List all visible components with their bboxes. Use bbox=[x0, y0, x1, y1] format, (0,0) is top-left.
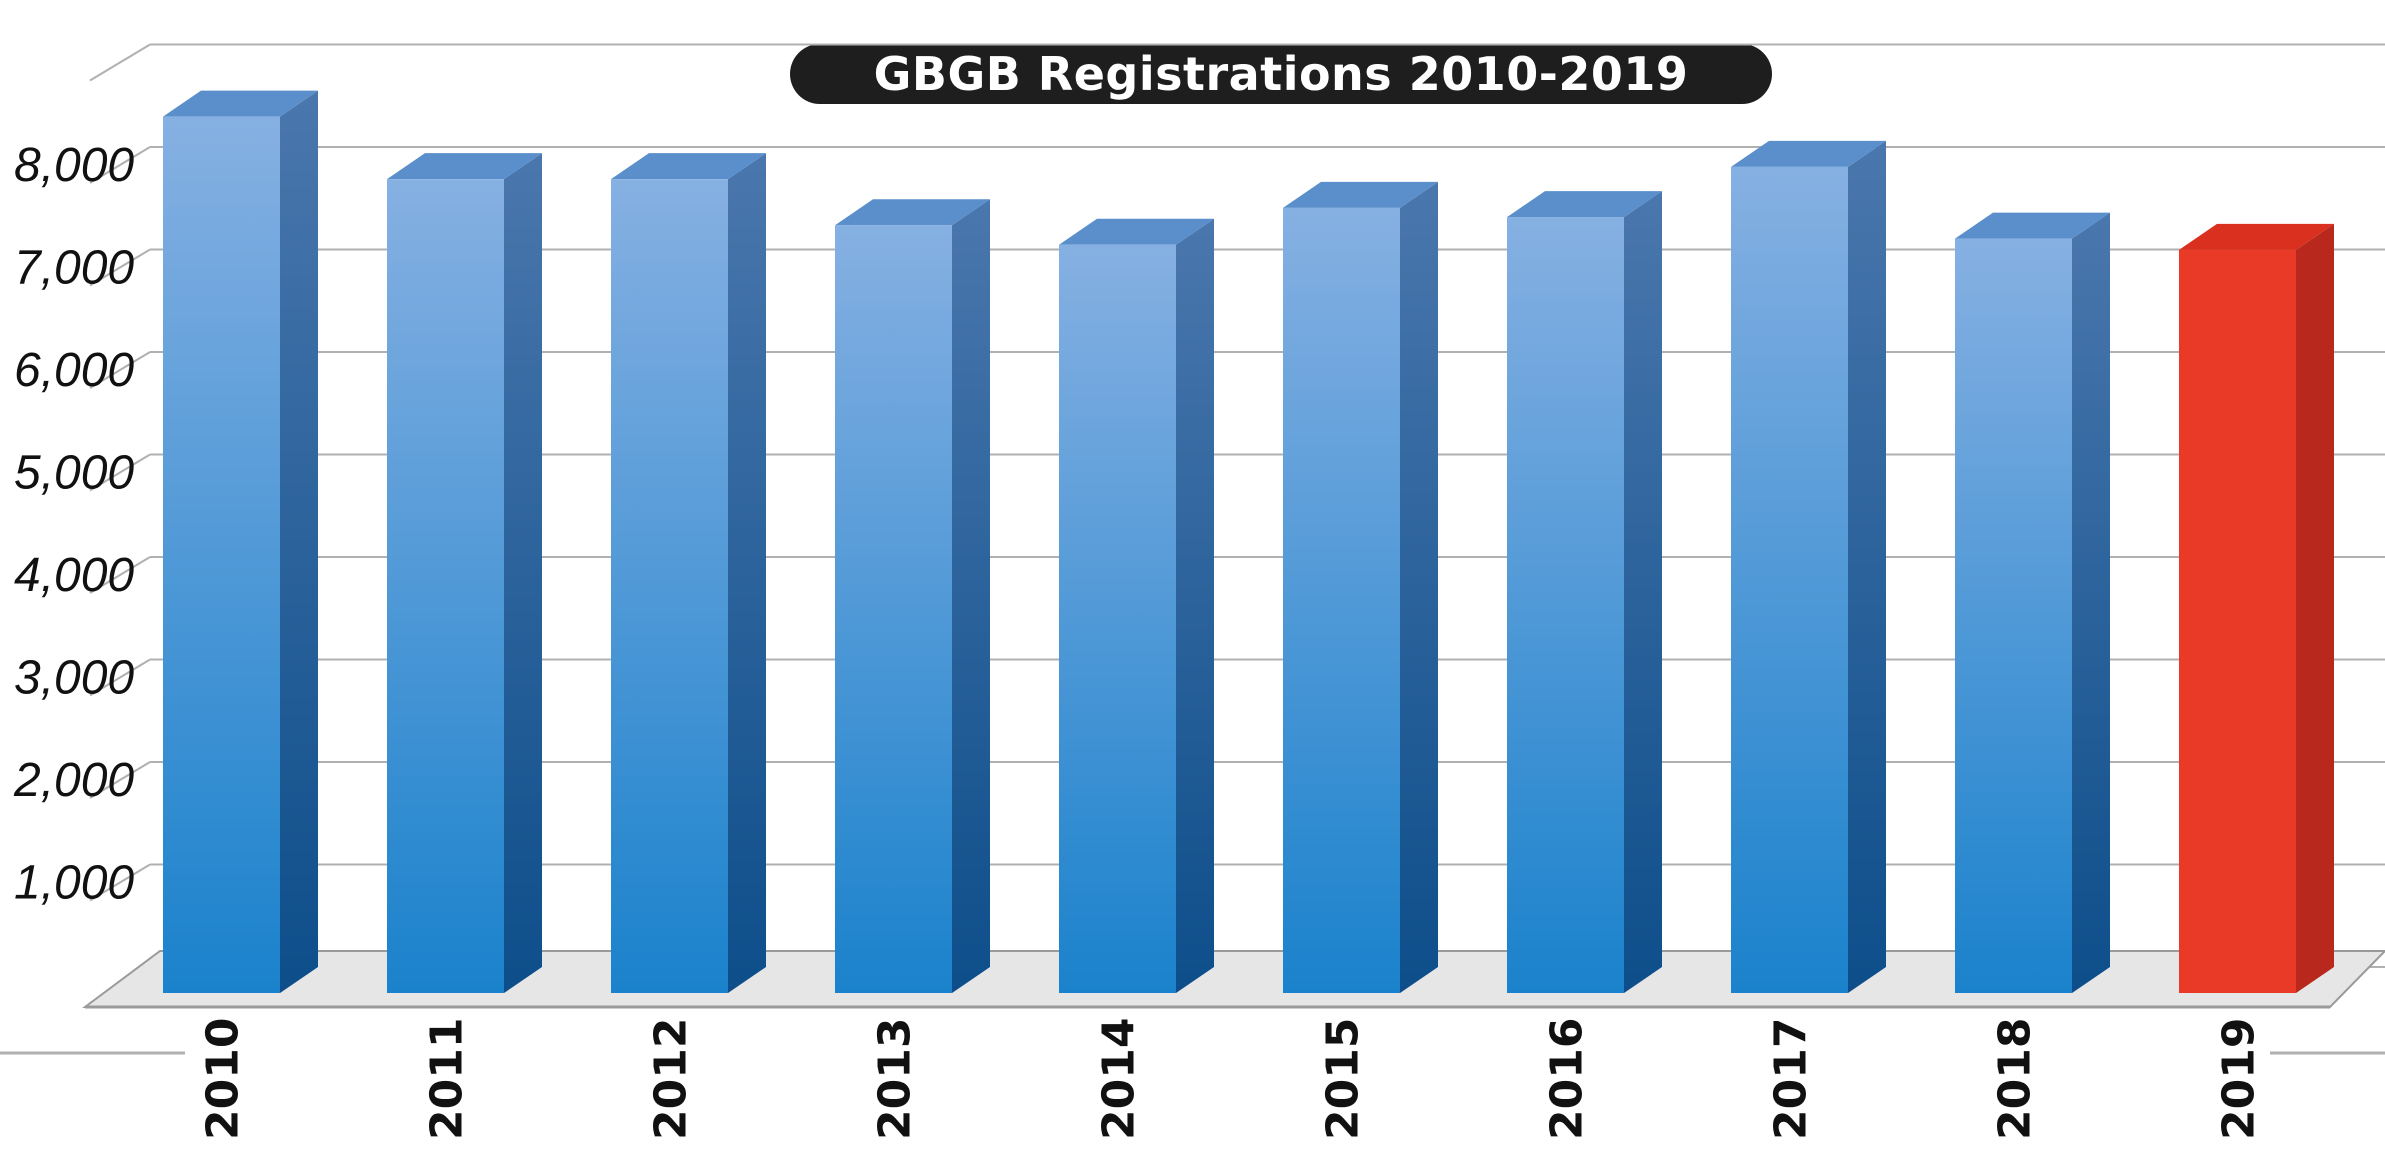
gridline-side bbox=[89, 658, 151, 697]
y-tick-label: 5,000 bbox=[14, 447, 134, 500]
bar-side bbox=[280, 90, 318, 993]
chart-title-pill: GBGB Registrations 2010-2019 bbox=[790, 44, 1772, 104]
bar-2010 bbox=[163, 90, 318, 993]
bars bbox=[163, 90, 2334, 994]
bar-side bbox=[504, 153, 542, 993]
bar-top bbox=[1955, 212, 2110, 239]
bar-top bbox=[2179, 223, 2334, 250]
bar-side bbox=[1176, 218, 1214, 993]
gridline-side bbox=[89, 248, 151, 287]
bar-top bbox=[1731, 140, 1886, 167]
y-axis-ticks: 1,000 2,000 3,000 4,000 5,000 6,000 7,000 8,000 bbox=[13, 139, 134, 910]
y-tick-label: 3,000 bbox=[14, 652, 134, 705]
bar-2019 bbox=[2179, 223, 2334, 993]
bar-top bbox=[1507, 191, 1662, 218]
bar-front bbox=[1955, 238, 2072, 994]
bar-front bbox=[1059, 244, 1176, 993]
bar-front bbox=[835, 225, 952, 993]
x-tick-label: 2019 bbox=[2214, 1018, 2265, 1140]
x-tick-label: 2016 bbox=[1542, 1018, 1593, 1140]
gridline-side bbox=[89, 761, 151, 799]
bar-2018 bbox=[1955, 212, 2110, 994]
bar-side bbox=[952, 199, 990, 993]
bar-top bbox=[163, 90, 318, 117]
bar-top bbox=[835, 199, 990, 226]
gridline-side bbox=[89, 556, 151, 594]
bar-front bbox=[611, 179, 728, 993]
x-tick-label: 2010 bbox=[198, 1018, 249, 1140]
bar-2015 bbox=[1283, 181, 1438, 994]
bar-front bbox=[1283, 207, 1400, 994]
bar-front bbox=[387, 179, 504, 993]
y-tick-label: 4,000 bbox=[14, 549, 134, 602]
bar-side bbox=[1848, 140, 1886, 994]
bar-front bbox=[2179, 249, 2296, 993]
y-tick-label: 2,000 bbox=[13, 754, 134, 807]
chart-title: GBGB Registrations 2010-2019 bbox=[873, 47, 1689, 101]
y-tick-label: 8,000 bbox=[14, 139, 134, 192]
bar-2014 bbox=[1059, 218, 1214, 993]
bar-top bbox=[1059, 218, 1214, 245]
bar-side bbox=[728, 153, 766, 993]
bar-top bbox=[387, 153, 542, 180]
bar-front bbox=[163, 116, 280, 993]
bar-side bbox=[1624, 191, 1662, 993]
bar-top bbox=[1283, 181, 1438, 208]
bar-2011 bbox=[387, 153, 542, 993]
x-tick-label: 2014 bbox=[1094, 1018, 1145, 1140]
bar-top bbox=[611, 153, 766, 180]
y-tick-label: 6,000 bbox=[14, 344, 134, 397]
bar-side bbox=[1400, 181, 1438, 994]
bar-side bbox=[2072, 212, 2110, 994]
x-axis-ticks: 2010 2011 2012 2013 2014 2015 2016 2017 2018 2019 bbox=[0, 1018, 2385, 1140]
x-tick-label: 2018 bbox=[1990, 1018, 2041, 1140]
bar-2012 bbox=[611, 153, 766, 993]
gridline-side bbox=[89, 351, 151, 389]
bar-side bbox=[2296, 223, 2334, 993]
bar-front bbox=[1731, 166, 1848, 994]
gridline-side bbox=[89, 146, 151, 184]
bar-front bbox=[1507, 217, 1624, 993]
bar-2017 bbox=[1731, 140, 1886, 994]
gridline-side bbox=[89, 453, 151, 492]
x-tick-label: 2011 bbox=[422, 1018, 473, 1140]
gridline-side bbox=[89, 43, 151, 82]
x-tick-label: 2017 bbox=[1766, 1018, 1817, 1140]
x-tick-label: 2012 bbox=[646, 1018, 697, 1140]
x-tick-label: 2015 bbox=[1318, 1018, 1369, 1140]
bar-2016 bbox=[1507, 191, 1662, 993]
y-tick-label: 1,000 bbox=[14, 857, 134, 910]
x-tick-label: 2013 bbox=[870, 1018, 921, 1140]
y-tick-label: 7,000 bbox=[14, 242, 134, 295]
gridline-side bbox=[89, 863, 151, 902]
bar-2013 bbox=[835, 199, 990, 993]
